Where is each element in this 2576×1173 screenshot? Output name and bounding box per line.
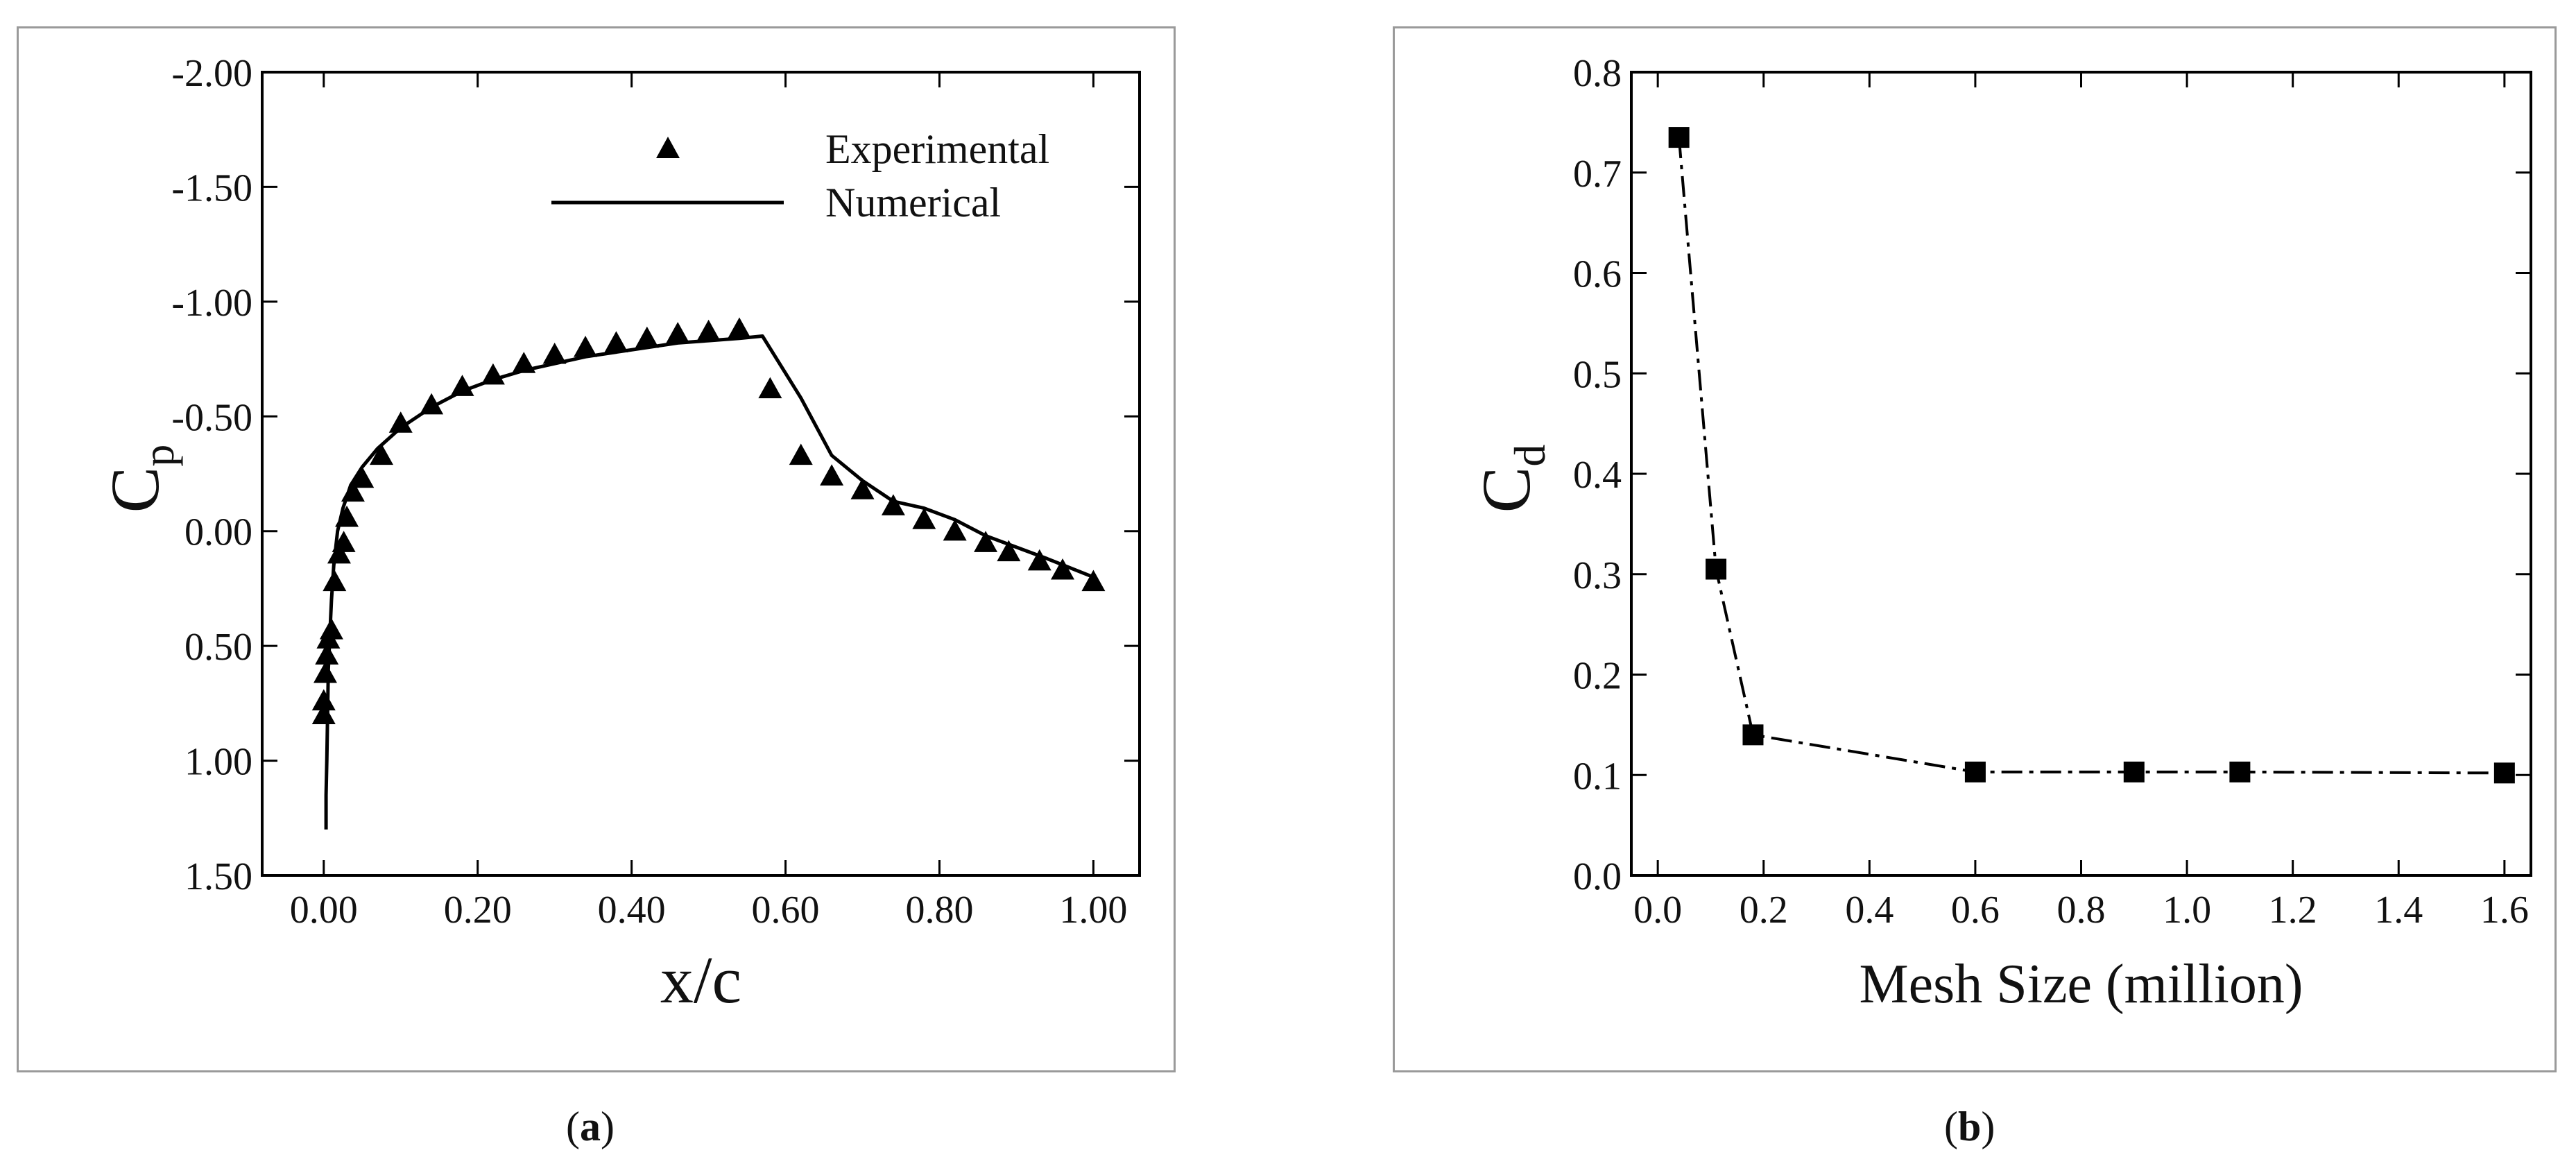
- y-tick-label-a: 1.00: [184, 741, 252, 784]
- cd-data-point: [1964, 761, 1986, 782]
- x-tick-label-b: 0.0: [1633, 889, 1682, 932]
- experimental-point: [335, 505, 359, 527]
- y-tick-label-b: 0.4: [1573, 454, 1622, 497]
- experimental-point: [758, 377, 782, 399]
- x-tick-label-a: 0.20: [444, 889, 512, 932]
- experimental-point: [881, 494, 905, 515]
- y-tick-label-a: -1.00: [171, 282, 252, 325]
- experimental-point: [997, 540, 1021, 562]
- experimental-point: [666, 322, 690, 343]
- x-tick-label-b: 0.2: [1740, 889, 1788, 932]
- experimental-point: [789, 443, 813, 465]
- y-tick-label-b: 0.0: [1573, 855, 1622, 898]
- x-tick-label-b: 1.4: [2374, 889, 2423, 932]
- y-tick-label-a: 0.00: [184, 511, 252, 554]
- experimental-point: [542, 342, 567, 364]
- cd-data-point: [2229, 761, 2251, 782]
- cd-data-point: [1742, 724, 1764, 746]
- experimental-point: [315, 643, 339, 665]
- caption-b: (b): [1944, 1104, 1995, 1149]
- y-tick-label-b: 0.1: [1573, 755, 1622, 798]
- y-axis-title-text-b: Cd: [1468, 445, 1554, 513]
- experimental-point: [319, 617, 343, 640]
- y-tick-label-b: 0.5: [1573, 353, 1622, 396]
- legend-label-experimental: Experimental: [825, 126, 1049, 172]
- cd-data-point: [1668, 127, 1690, 148]
- experimental-point: [311, 703, 336, 724]
- y-tick-label-b: 0.2: [1573, 655, 1622, 698]
- y-axis-title-text-a: Cp: [96, 445, 183, 513]
- x-tick-label-a: 0.00: [290, 889, 358, 932]
- cd-series-line: [1677, 137, 2505, 775]
- x-tick-label-a: 0.60: [752, 889, 820, 932]
- y-tick-label-a: -0.50: [171, 396, 252, 439]
- experimental-point: [820, 464, 844, 486]
- experimental-point: [311, 689, 336, 711]
- y-tick-label-b: 0.8: [1573, 52, 1622, 95]
- plot-area-b: [1630, 71, 2532, 877]
- legend-triangle-marker: [656, 137, 680, 158]
- y-tick-label-b: 0.3: [1573, 554, 1622, 597]
- experimental-point: [974, 531, 998, 552]
- y-tick-label-a: 0.50: [184, 626, 252, 669]
- plot-area-a: [261, 71, 1141, 877]
- experimental-point: [327, 542, 351, 564]
- caption-a: (a): [566, 1104, 615, 1149]
- y-tick-label-a: 1.50: [184, 855, 252, 898]
- experimental-point: [341, 480, 365, 502]
- experimental-point: [635, 326, 659, 348]
- experimental-point: [696, 319, 721, 341]
- experimental-point: [943, 519, 967, 541]
- x-tick-label-a: 0.80: [905, 889, 973, 932]
- experimental-point: [727, 317, 751, 339]
- x-tick-label-b: 0.8: [2057, 889, 2106, 932]
- x-tick-label-b: 1.0: [2163, 889, 2211, 932]
- y-tick-label-a: -2.00: [171, 52, 252, 95]
- experimental-point: [512, 352, 536, 373]
- experimental-point: [332, 531, 356, 552]
- y-axis-title-b: Cd: [1468, 445, 1554, 513]
- experimental-point: [1081, 570, 1106, 592]
- experimental-point: [450, 375, 474, 396]
- y-tick-label-a: -1.50: [171, 166, 252, 209]
- experimental-point: [420, 393, 444, 415]
- cd-data-point: [2493, 762, 2515, 784]
- experimental-point: [1027, 549, 1051, 571]
- experimental-point: [850, 478, 875, 499]
- experimental-point: [574, 336, 598, 357]
- experimental-point: [481, 363, 505, 385]
- experimental-point: [369, 443, 393, 465]
- experimental-point: [313, 661, 337, 683]
- experimental-point: [323, 570, 347, 592]
- x-tick-label-a: 0.40: [598, 889, 666, 932]
- caption-b-letter: b: [1957, 1104, 1982, 1149]
- y-axis-title-a: Cp: [96, 445, 183, 513]
- x-axis-title-b: Mesh Size (million): [1860, 954, 2303, 1015]
- caption-a-letter: a: [579, 1104, 601, 1149]
- x-tick-label-a: 1.00: [1059, 889, 1127, 932]
- x-axis-title-a: x/c: [660, 943, 741, 1017]
- x-tick-label-b: 1.6: [2480, 889, 2529, 932]
- legend-label-numerical: Numerical: [825, 180, 1001, 225]
- x-tick-label-b: 0.6: [1951, 889, 2000, 932]
- experimental-point: [1051, 558, 1075, 580]
- y-tick-label-b: 0.7: [1573, 153, 1622, 196]
- experimental-point: [350, 466, 375, 488]
- panel-b-frame: [1393, 26, 2557, 1072]
- experimental-point: [604, 331, 628, 353]
- experimental-point: [912, 508, 936, 529]
- experimental-point: [388, 411, 413, 433]
- y-tick-label-b: 0.6: [1573, 253, 1622, 296]
- cd-data-point: [2123, 761, 2145, 782]
- x-tick-label-b: 1.2: [2269, 889, 2317, 932]
- cd-data-point: [1706, 558, 1727, 580]
- x-tick-label-b: 0.4: [1845, 889, 1894, 932]
